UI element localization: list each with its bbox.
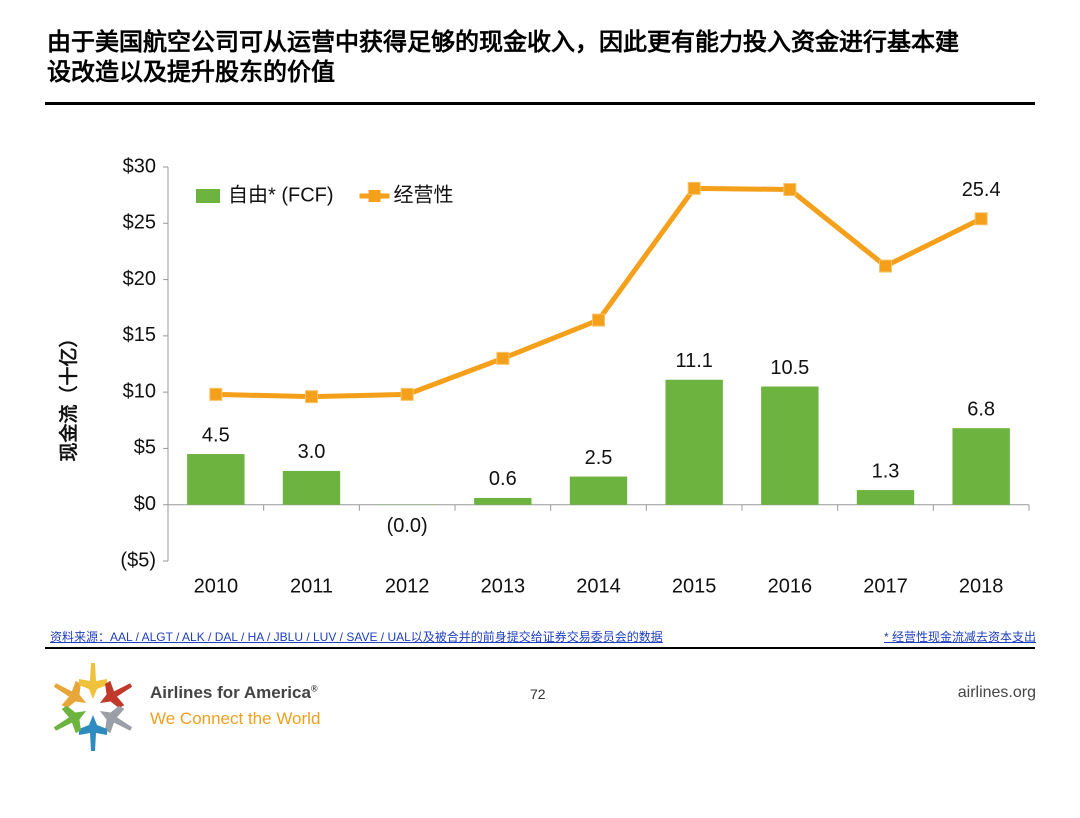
bar xyxy=(665,379,723,505)
y-tick-label: $30 xyxy=(123,155,156,177)
footer-rule xyxy=(45,647,1035,649)
line-marker xyxy=(305,390,318,404)
bar xyxy=(569,476,628,505)
x-tick-label: 2018 xyxy=(959,575,1004,597)
bar xyxy=(952,428,1010,505)
bar xyxy=(761,386,819,505)
brand-name: Airlines for America xyxy=(150,683,311,702)
bar xyxy=(187,454,245,505)
line-marker xyxy=(496,351,510,365)
y-tick-label: $5 xyxy=(134,437,156,459)
y-tick-label: $10 xyxy=(123,380,156,402)
line-marker xyxy=(783,183,797,197)
line-marker xyxy=(879,259,892,273)
x-tick-label: 2017 xyxy=(863,575,908,597)
brand: Airlines for America® xyxy=(150,683,318,703)
page-number: 72 xyxy=(530,686,546,702)
bar-value-label: 1.3 xyxy=(872,460,900,482)
x-tick-label: 2016 xyxy=(768,575,813,597)
bar xyxy=(474,497,532,505)
site: airlines.org xyxy=(957,684,1036,701)
line-value-label: 25.4 xyxy=(962,179,1001,201)
x-tick-label: 2010 xyxy=(194,575,239,597)
legend-label: 经营性 xyxy=(394,183,454,206)
brand-reg: ® xyxy=(310,683,318,694)
line-marker xyxy=(209,387,223,401)
bar-value-label: 11.1 xyxy=(675,350,712,372)
bar-value-label: 2.5 xyxy=(585,447,613,469)
y-tick-label: $20 xyxy=(123,268,156,290)
slide-title: 由于美国航空公司可从运营中获得足够的现金收入，因此更有能力投入资金进行基本建设改… xyxy=(47,29,959,86)
logo xyxy=(53,663,133,751)
line-marker xyxy=(687,181,701,195)
x-tick-label: 2011 xyxy=(290,575,333,597)
legend-swatch xyxy=(368,190,381,202)
bar-value-label: 4.5 xyxy=(202,424,230,446)
source-note[interactable]: 资料来源：AAL / ALGT / ALK / DAL / HA / JBLU … xyxy=(50,630,663,644)
bar-value-label: 6.8 xyxy=(967,398,995,420)
y-tick-label: $25 xyxy=(123,212,156,234)
bar-value-label: 3.0 xyxy=(298,441,326,463)
y-tick-label: $15 xyxy=(123,324,156,346)
bar-value-label: 10.5 xyxy=(770,357,809,379)
x-tick-label: 2014 xyxy=(576,575,621,597)
tagline: We Connect the World xyxy=(150,709,321,728)
x-tick-label: 2013 xyxy=(481,575,526,597)
title-rule xyxy=(45,102,1035,105)
line-marker xyxy=(974,212,988,226)
line-marker xyxy=(592,313,605,327)
y-tick-label: $0 xyxy=(134,493,156,515)
x-tick-label: 2012 xyxy=(385,575,430,597)
line xyxy=(215,185,983,400)
footnote[interactable]: * 经营性现金流减去资本支出 xyxy=(883,630,1036,644)
x-tick-label: 2015 xyxy=(672,575,717,597)
y-tick-label: ($5) xyxy=(120,549,156,571)
bar xyxy=(856,490,915,505)
bar xyxy=(282,470,341,505)
legend-swatch xyxy=(196,189,220,203)
line-marker xyxy=(400,387,414,401)
chart: 现金流（十亿） ($5) $0 $5 $10 $15 $20 $25 $30 2010 2011 2… xyxy=(57,155,1030,597)
bar-value-label: (0.0) xyxy=(387,515,428,537)
y-axis-label: 现金流（十亿） xyxy=(57,328,80,461)
bar-value-label: 0.6 xyxy=(489,468,517,490)
legend-label: 自由* (FCF) xyxy=(228,183,334,206)
